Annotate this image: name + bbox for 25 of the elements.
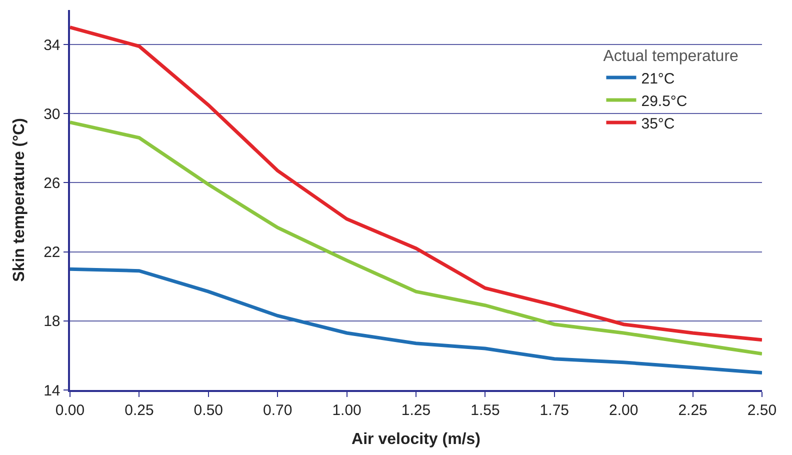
x-tick-label: 1.75 xyxy=(540,402,569,419)
x-tick-label: 1.55 xyxy=(470,402,500,419)
x-tick-label: 0.50 xyxy=(194,402,223,419)
line-series xyxy=(70,26,762,342)
line-series xyxy=(70,267,762,374)
legend-title: Actual temperature xyxy=(603,48,739,66)
x-tick-label: 0.00 xyxy=(55,402,85,419)
x-tick-label: 0.70 xyxy=(263,402,292,419)
x-tick-label: 2.25 xyxy=(678,402,708,419)
x-tick-label: 1.25 xyxy=(401,402,431,419)
y-axis-title: Skin temperature (°C) xyxy=(10,118,28,282)
x-tick-label: 2.00 xyxy=(609,402,638,419)
y-tick-label: 30 xyxy=(44,106,60,123)
x-axis-title: Air velocity (m/s) xyxy=(352,430,480,448)
y-tick-label: 34 xyxy=(44,36,60,54)
legend-label: 35°C xyxy=(641,115,675,132)
legend-label: 21°C xyxy=(641,70,675,88)
y-tick-label: 22 xyxy=(44,244,60,262)
legend-label: 29.5°C xyxy=(641,92,688,110)
y-tick-label: 14 xyxy=(44,382,60,400)
x-tick-label: 1.00 xyxy=(332,402,362,419)
x-tick-label: 2.50 xyxy=(747,402,777,419)
y-tick-label: 18 xyxy=(44,313,60,330)
y-tick-label: 26 xyxy=(44,174,60,192)
x-tick-label: 0.25 xyxy=(124,402,154,419)
